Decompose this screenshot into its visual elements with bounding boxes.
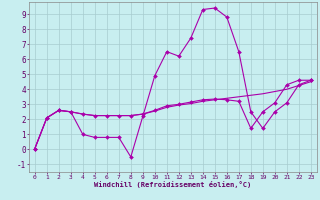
X-axis label: Windchill (Refroidissement éolien,°C): Windchill (Refroidissement éolien,°C) — [94, 181, 252, 188]
